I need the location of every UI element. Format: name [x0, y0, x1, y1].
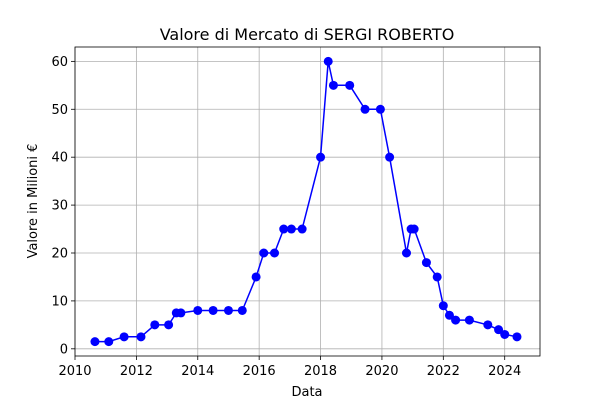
plot-frame: [74, 46, 541, 357]
data-point: [316, 152, 326, 162]
y-tick-label: 0: [60, 342, 68, 357]
data-point: [360, 104, 370, 114]
data-point: [237, 305, 247, 315]
data-point: [385, 152, 395, 162]
data-point: [451, 315, 461, 325]
data-point: [409, 224, 419, 234]
data-point: [375, 104, 385, 114]
x-tick-label: 2020: [365, 364, 398, 379]
series-layer: [90, 56, 522, 347]
x-tick-label: 2018: [304, 364, 337, 379]
x-tick-label: 2024: [488, 364, 521, 379]
data-point: [176, 308, 186, 318]
data-point: [500, 329, 510, 339]
x-axis-ticks: 2010 2012 2014 2016 2018 2020 2022 2024: [58, 356, 521, 379]
x-tick-label: 2022: [427, 364, 460, 379]
data-point: [279, 224, 289, 234]
x-tick-label: 2014: [181, 364, 214, 379]
y-axis-label: Valore in Milioni €: [26, 144, 41, 259]
data-point: [259, 248, 269, 258]
y-axis-ticks: 0 10 20 30 40 50 60: [51, 55, 75, 357]
data-point: [328, 80, 338, 90]
data-point: [421, 258, 431, 268]
data-point: [512, 332, 522, 342]
data-point: [90, 337, 100, 347]
y-tick-label: 10: [51, 294, 68, 309]
y-tick-label: 50: [51, 103, 68, 118]
data-point: [208, 305, 218, 315]
data-point: [119, 332, 129, 342]
data-point: [251, 272, 261, 282]
data-point: [432, 272, 442, 282]
data-point: [464, 315, 474, 325]
y-tick-label: 20: [51, 247, 68, 262]
chart-title: Valore di Mercato di SERGI ROBERTO: [160, 25, 455, 44]
x-tick-label: 2016: [243, 364, 276, 379]
data-point: [323, 56, 333, 66]
grid: [74, 47, 540, 356]
data-point: [286, 224, 296, 234]
x-tick-label: 2012: [120, 364, 153, 379]
data-point: [401, 248, 411, 258]
data-point: [136, 332, 146, 342]
data-point: [345, 80, 355, 90]
data-point: [444, 310, 454, 320]
y-tick-label: 40: [51, 151, 68, 166]
data-point: [483, 320, 493, 330]
series-line: [95, 61, 518, 343]
data-point: [150, 320, 160, 330]
data-point: [270, 248, 280, 258]
data-point: [193, 305, 203, 315]
data-point: [494, 325, 504, 335]
y-tick-label: 60: [51, 55, 68, 70]
data-point: [104, 337, 114, 347]
data-point: [297, 224, 307, 234]
data-point: [164, 320, 174, 330]
data-point: [223, 305, 233, 315]
y-tick-label: 30: [51, 199, 68, 214]
x-axis-label: Data: [291, 385, 322, 400]
x-tick-label: 2010: [58, 364, 91, 379]
data-point: [438, 301, 448, 311]
